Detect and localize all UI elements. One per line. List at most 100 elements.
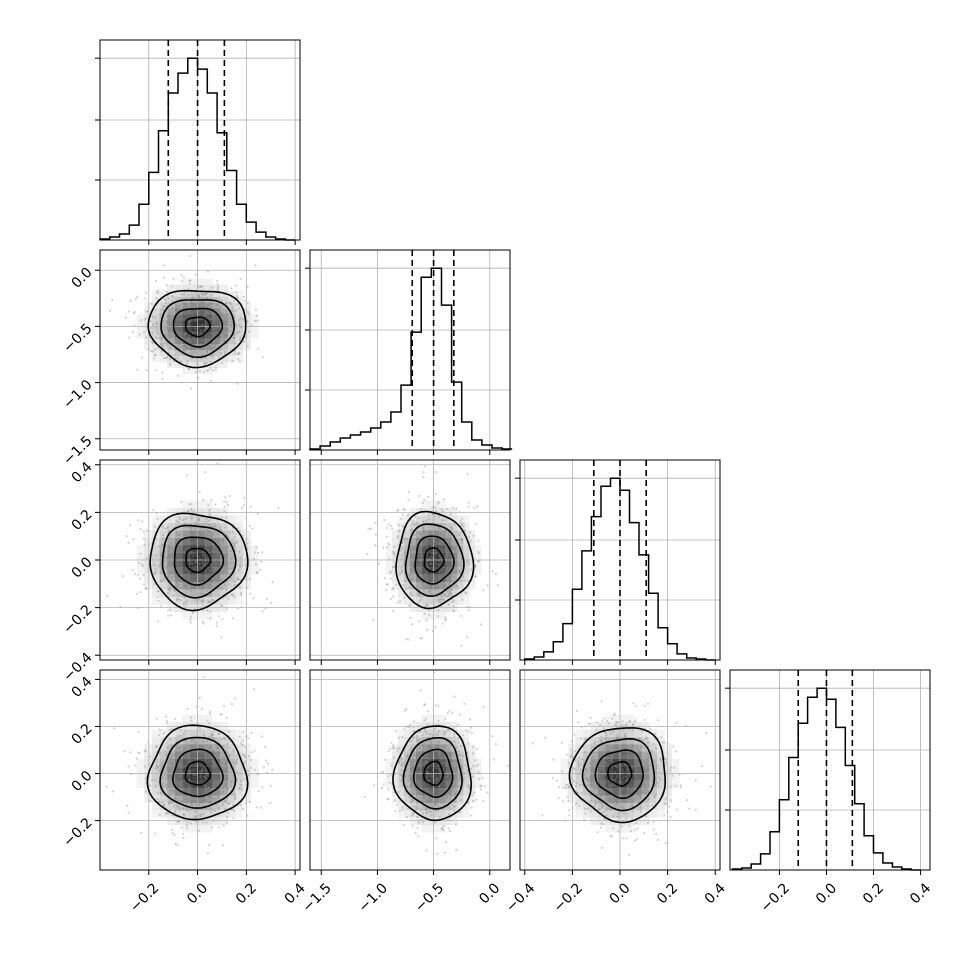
scatter-point: [253, 557, 256, 560]
density-cell: [463, 780, 470, 789]
scatter-point: [599, 826, 603, 829]
scatter-point: [444, 550, 447, 553]
scatter-point: [212, 307, 215, 310]
scatter-point: [189, 324, 192, 327]
scatter-point: [661, 741, 664, 744]
scatter-point: [220, 762, 223, 765]
density-cell: [433, 574, 440, 583]
scatter-point: [223, 332, 226, 335]
scatter-point: [219, 312, 222, 315]
density-cell: [205, 795, 213, 803]
scatter-point: [171, 828, 174, 832]
density-cell: [427, 736, 434, 745]
scatter-point: [217, 567, 220, 571]
scatter-point: [419, 560, 422, 564]
density-cell: [634, 729, 643, 737]
scatter-point: [154, 570, 158, 573]
scatter-point: [156, 764, 159, 767]
scatter-point: [206, 539, 209, 542]
scatter-point: [450, 592, 453, 595]
scatter-point: [567, 808, 571, 812]
scatter-point: [426, 790, 429, 794]
scatter-point: [157, 336, 160, 340]
density-cell: [228, 356, 236, 363]
density-cell: [612, 802, 620, 811]
density-cell: [228, 537, 236, 546]
density-cell: [182, 582, 190, 590]
density-cell: [151, 589, 160, 598]
scatter-point: [222, 539, 225, 542]
scatter-point: [218, 747, 221, 750]
scatter-point: [212, 342, 215, 346]
density-cell: [634, 751, 643, 759]
scatter-point: [616, 803, 619, 806]
density-cell: [421, 522, 428, 531]
scatter-point: [228, 567, 231, 570]
density-cell: [174, 530, 183, 538]
scatter-point: [182, 317, 185, 321]
density-cell: [415, 766, 422, 774]
scatter-point: [221, 757, 224, 760]
scatter-point: [613, 714, 616, 717]
scatter-point: [184, 316, 187, 319]
density-cell: [151, 758, 160, 767]
scatter-point: [419, 637, 422, 640]
scatter-point: [440, 508, 443, 511]
scatter-point: [210, 318, 213, 321]
scatter-point: [193, 586, 196, 589]
scatter-point: [246, 542, 249, 545]
scatter-point: [443, 757, 446, 760]
scatter-point: [454, 556, 457, 559]
scatter-point: [183, 314, 187, 317]
scatter-point: [202, 790, 205, 793]
scatter-point: [182, 319, 185, 322]
scatter-point: [132, 331, 135, 334]
scatter-point: [418, 766, 421, 769]
scatter-point: [207, 600, 210, 603]
density-cell: [189, 589, 198, 598]
scatter-point: [194, 599, 197, 602]
scatter-point: [175, 321, 178, 324]
scatter-point: [257, 551, 260, 555]
scatter-point: [197, 293, 200, 296]
density-cell: [590, 736, 598, 745]
density-cell: [475, 552, 482, 560]
scatter-point: [447, 552, 450, 555]
scatter-point: [391, 588, 394, 591]
density-cell: [612, 722, 620, 730]
scatter-point: [421, 734, 424, 737]
scatter-point: [426, 790, 429, 793]
density-cell: [220, 567, 228, 575]
density-cell: [439, 729, 446, 737]
scatter-point: [416, 826, 419, 829]
density-cell: [212, 362, 221, 369]
scatter-point: [228, 301, 232, 304]
density-cell: [439, 507, 446, 516]
scatter-point: [442, 783, 445, 786]
density-fill-layer: [136, 278, 680, 833]
scatter-point: [180, 546, 183, 549]
scatter-point: [228, 495, 231, 498]
density-cell: [167, 766, 175, 774]
scatter-point: [232, 617, 235, 620]
scatter-point: [227, 314, 230, 317]
scatter-point: [170, 761, 173, 764]
scatter-point: [201, 792, 205, 795]
density-cell: [391, 530, 398, 538]
scatter-point: [161, 763, 164, 766]
scatter-point: [421, 796, 424, 799]
scatter-point: [425, 807, 428, 811]
density-cell: [235, 795, 244, 803]
density-cell: [228, 515, 236, 523]
density-cell: [182, 344, 190, 351]
scatter-point: [609, 783, 612, 787]
scatter-point: [209, 379, 212, 382]
density-cell: [159, 515, 168, 523]
scatter-point: [450, 566, 453, 569]
scatter-point: [443, 549, 446, 552]
scatter-point: [189, 319, 192, 322]
scatter-point: [186, 362, 189, 365]
scatter-point: [199, 329, 202, 332]
scatter-point: [182, 602, 185, 605]
scatter-point: [207, 302, 210, 306]
